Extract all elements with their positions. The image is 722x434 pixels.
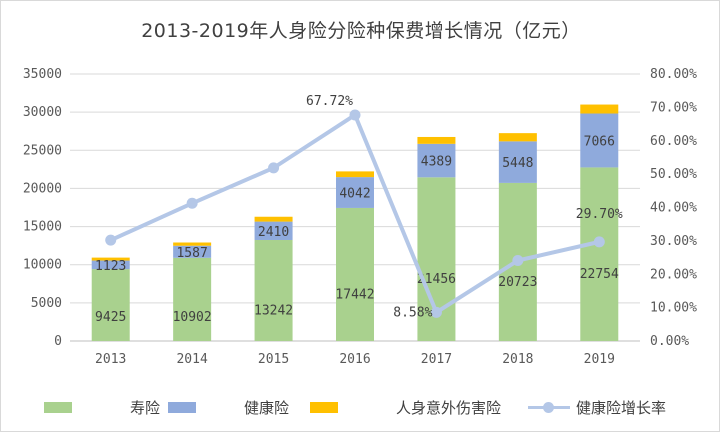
point-health-growth [349, 109, 361, 121]
bar-health [498, 141, 537, 183]
data-label-life: 22754 [580, 267, 619, 282]
data-label-health: 1123 [95, 259, 126, 274]
y2-tick-label: 30.00% [650, 234, 697, 249]
point-health-growth [430, 306, 442, 318]
bar-life [254, 239, 293, 341]
bar-health [336, 177, 374, 208]
bar-life [91, 269, 130, 341]
y-tick-label: 5000 [31, 296, 62, 311]
x-tick-label: 2016 [339, 352, 370, 367]
bar-accident [173, 242, 212, 246]
point-health-growth [512, 254, 524, 266]
point-health-growth [593, 236, 605, 248]
y2-tick-label: 70.00% [650, 100, 697, 115]
y2-tick-label: 0.00% [650, 334, 689, 349]
bar-health [173, 245, 212, 258]
x-tick-label: 2019 [584, 352, 615, 367]
legend-label-life: 寿险 [130, 398, 161, 417]
data-label-life: 20723 [498, 275, 537, 290]
x-tick-label: 2013 [95, 352, 126, 367]
y2-tick-label: 50.00% [650, 167, 697, 182]
data-label-life: 13242 [254, 303, 293, 318]
point-health-growth [268, 162, 280, 174]
legend-swatch-accident [310, 401, 338, 413]
data-label-health: 4042 [339, 187, 370, 202]
bar-health [417, 143, 456, 178]
bar-health [254, 221, 293, 240]
x-tick-label: 2014 [176, 352, 207, 367]
point-health-growth [105, 234, 117, 246]
data-label-life: 9425 [95, 310, 126, 325]
data-label-health: 5448 [502, 156, 533, 171]
bar-life [580, 167, 619, 341]
y-tick-label: 10000 [23, 258, 62, 273]
bar-accident [417, 136, 456, 144]
legend-label-health: 健康险 [244, 398, 290, 417]
bar-health [580, 113, 619, 168]
bar-accident [91, 257, 130, 261]
legend-item-accident: 人身意外伤害险 [310, 392, 501, 422]
x-tick-label: 2017 [421, 352, 452, 367]
y2-tick-label: 10.00% [650, 301, 697, 316]
data-label-health: 1587 [176, 246, 207, 261]
y-tick-label: 30000 [23, 105, 62, 120]
y-tick-label: 25000 [23, 143, 62, 158]
data-label-health-growth: 67.72% [306, 94, 353, 109]
bar-health [91, 260, 130, 270]
legend-label-health-growth: 健康险增长率 [576, 398, 667, 417]
y2-tick-label: 20.00% [650, 267, 697, 282]
legend-item-health: 健康险 [168, 392, 289, 422]
y2-tick-label: 80.00% [650, 67, 697, 82]
data-label-life: 10902 [173, 310, 212, 325]
legend-swatch-health-growth [528, 400, 570, 414]
bar-life [173, 257, 212, 341]
y-tick-label: 0 [54, 334, 62, 349]
y-tick-label: 20000 [23, 181, 62, 196]
legend-item-life: 寿险 [44, 392, 160, 422]
data-label-health: 4389 [421, 155, 452, 170]
chart-legend: 寿险 健康险 人身意外伤害险 健康险增长率 [0, 392, 722, 422]
x-tick-label: 2018 [502, 352, 533, 367]
data-label-health-growth: 29.70% [576, 207, 623, 222]
data-label-health: 7066 [584, 134, 615, 149]
bar-life [336, 207, 374, 341]
data-label-health-growth: 8.58% [393, 305, 432, 320]
legend-swatch-life [44, 401, 72, 413]
y2-tick-label: 60.00% [650, 134, 697, 149]
x-tick-label: 2015 [258, 352, 289, 367]
point-health-growth [186, 197, 198, 209]
chart-title: 2013-2019年人身险分险种保费增长情况（亿元） [141, 20, 581, 42]
bar-accident [580, 104, 619, 114]
bar-accident [498, 133, 537, 142]
bar-accident [254, 216, 293, 222]
y-tick-label: 35000 [23, 67, 62, 82]
legend-item-health-growth: 健康险增长率 [528, 392, 666, 422]
y-tick-label: 15000 [23, 220, 62, 235]
data-label-life: 17442 [335, 287, 374, 302]
legend-label-accident: 人身意外伤害险 [396, 398, 502, 417]
data-label-health: 2410 [258, 225, 289, 240]
y2-tick-label: 40.00% [650, 201, 697, 216]
bar-accident [336, 171, 374, 178]
legend-swatch-health [168, 401, 196, 413]
